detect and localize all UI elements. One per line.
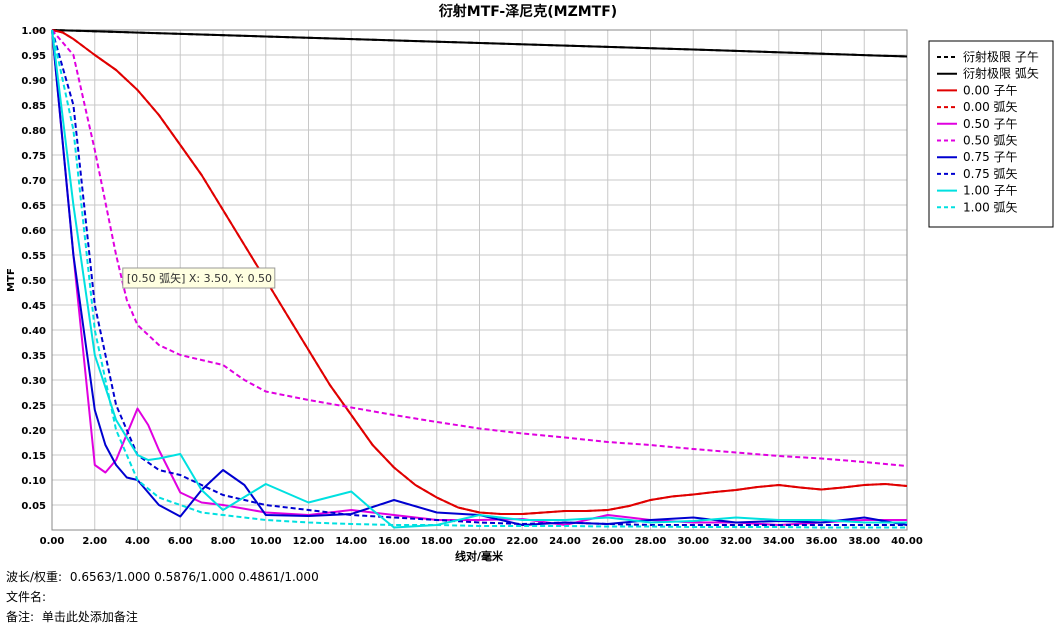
y-tick-label: 0.95	[21, 51, 46, 62]
tooltip: [0.50 弧矢] X: 3.50, Y: 0.50	[122, 267, 276, 289]
y-tick-label: 0.75	[21, 151, 46, 162]
x-tick-label: 40.00	[891, 536, 923, 547]
note-label: 备注:	[6, 610, 35, 624]
x-tick-label: 10.00	[250, 536, 282, 547]
x-tick-label: 12.00	[293, 536, 325, 547]
plot-frame	[51, 29, 908, 531]
x-tick-label: 36.00	[806, 536, 838, 547]
x-tick-label: 4.00	[125, 536, 150, 547]
y-tick-label: 0.15	[21, 451, 46, 462]
legend-label: 0.00 子午	[963, 83, 1018, 97]
note-value[interactable]: 单击此处添加备注	[41, 610, 138, 624]
x-tick-label: 30.00	[677, 536, 709, 547]
x-axis-label: 线对/毫米	[455, 549, 504, 563]
tooltip-box	[122, 267, 276, 289]
y-tick-label: 0.50	[21, 276, 46, 287]
y-tick-label: 0.65	[21, 201, 46, 212]
series-line-5	[51, 29, 908, 467]
filename-label: 文件名:	[6, 590, 47, 604]
legend-label: 0.50 子午	[963, 117, 1018, 131]
y-tick-label: 0.90	[21, 76, 46, 87]
x-tick-label: 14.00	[335, 536, 367, 547]
y-tick-label: 0.35	[21, 351, 46, 362]
legend-box	[928, 40, 1054, 228]
y-tick-label: 0.70	[21, 176, 46, 187]
y-tick-label: 0.60	[21, 226, 46, 237]
filename-info: 文件名:	[6, 590, 54, 604]
y-axis-label: MTF	[6, 268, 17, 292]
x-tick-label: 26.00	[592, 536, 624, 547]
x-tick-label: 8.00	[211, 536, 236, 547]
tooltip-text: [0.50 弧矢] X: 3.50, Y: 0.50	[127, 271, 272, 285]
legend-label: 0.75 弧矢	[963, 167, 1018, 181]
legend-label: 衍射极限 子午	[963, 49, 1039, 64]
y-tick-label: 0.30	[21, 376, 46, 387]
note-info[interactable]: 备注: 单击此处添加备注	[6, 610, 142, 624]
x-tick-label: 32.00	[720, 536, 752, 547]
x-tick-label: 34.00	[763, 536, 795, 547]
legend-label: 0.50 弧矢	[963, 134, 1018, 148]
legend-label: 0.00 弧矢	[963, 100, 1018, 114]
series-group	[51, 29, 908, 529]
y-tick-label: 0.45	[21, 301, 46, 312]
y-tick-label: 0.20	[21, 426, 46, 437]
wavelength-label: 波长/权重:	[6, 570, 63, 584]
y-tick-label: 1.00	[21, 26, 46, 37]
y-tick-label: 0.25	[21, 401, 46, 412]
x-tick-label: 22.00	[506, 536, 538, 547]
legend-label: 衍射极限 弧矢	[963, 66, 1039, 81]
chart-title: 衍射MTF-泽尼克(MZMTF)	[438, 3, 617, 20]
y-tick-label: 0.80	[21, 126, 46, 137]
x-tick-label: 18.00	[421, 536, 453, 547]
wavelength-values: 0.6563/1.000 0.5876/1.000 0.4861/1.000	[69, 570, 319, 584]
legend-label: 1.00 弧矢	[963, 200, 1018, 214]
series-line-3	[51, 29, 908, 515]
x-tick-label: 16.00	[378, 536, 410, 547]
x-tick-label: 24.00	[549, 536, 581, 547]
mtf-chart: 衍射MTF-泽尼克(MZMTF) 0.00 2.00 4.00 6.00 8.00 10.…	[6, 3, 1054, 563]
series-line-4	[51, 29, 907, 526]
x-tick-label: 6.00	[168, 536, 193, 547]
x-tick-label: 28.00	[635, 536, 667, 547]
y-tick-label: 0.85	[21, 101, 46, 112]
series-line-9	[51, 29, 907, 529]
axes: 0.00 2.00 4.00 6.00 8.00 10.00 12.00 14.00 16.00…	[21, 26, 923, 547]
x-tick-label: 20.00	[464, 536, 496, 547]
grid	[51, 29, 908, 530]
y-tick-label: 0.40	[21, 326, 46, 337]
x-tick-label: 0.00	[40, 536, 65, 547]
x-tick-label: 2.00	[82, 536, 107, 547]
legend-label: 0.75 子午	[963, 150, 1018, 164]
y-tick-label: 0.05	[21, 501, 46, 512]
y-tick-label: 0.55	[21, 251, 46, 262]
series-line-8	[51, 29, 907, 529]
series-line-1	[51, 29, 908, 58]
x-tick-label: 38.00	[848, 536, 880, 547]
wavelength-info: 波长/权重: 0.6563/1.000 0.5876/1.000 0.4861/…	[6, 570, 323, 584]
y-tick-label: 0.10	[21, 476, 46, 487]
legend-label: 1.00 子午	[963, 184, 1018, 198]
